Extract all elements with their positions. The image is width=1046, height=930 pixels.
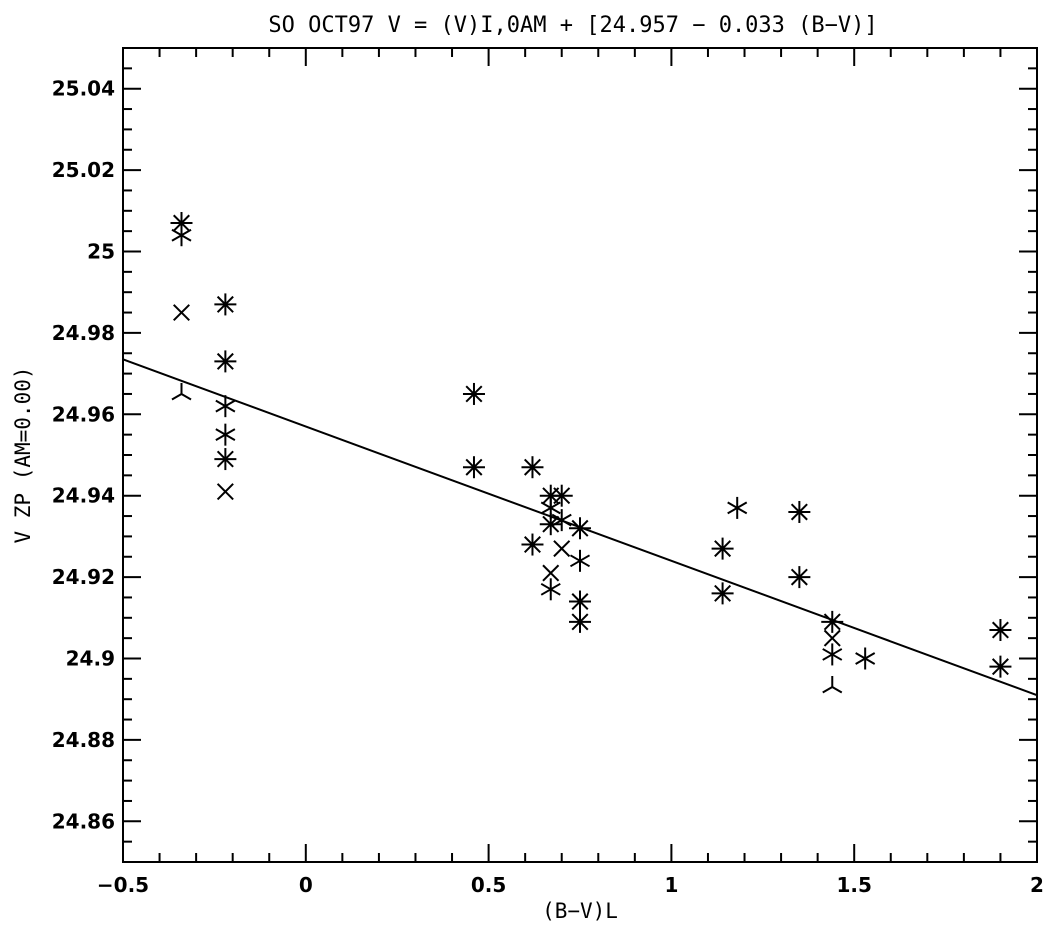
data-point-asterisk8 — [569, 590, 591, 613]
data-point-asterisk6 — [822, 643, 843, 666]
y-tick-label: 24.9 — [66, 647, 115, 671]
data-point-tripod — [171, 382, 192, 401]
y-tick-label: 24.88 — [52, 728, 115, 752]
x-tick-label: 0 — [299, 873, 313, 897]
data-point-asterisk6 — [215, 423, 236, 446]
data-point-asterisk6 — [569, 549, 591, 572]
x-tick-label: 1.5 — [836, 873, 871, 897]
x-tick-label: 2 — [1030, 873, 1044, 897]
data-point-asterisk8 — [788, 566, 811, 589]
data-point-asterisk8 — [569, 610, 591, 633]
data-point-asterisk8 — [989, 619, 1012, 642]
y-tick-label: 24.94 — [52, 484, 115, 508]
data-point-asterisk8 — [214, 293, 237, 316]
data-point-asterisk8 — [711, 582, 734, 605]
data-point-asterisk8 — [821, 610, 844, 633]
data-point-asterisk8 — [462, 382, 485, 405]
data-point-tripod — [822, 675, 843, 694]
data-point-cross — [173, 304, 190, 322]
plot-frame — [122, 47, 1038, 863]
y-tick-label: 24.98 — [52, 321, 115, 345]
data-point-cross — [553, 540, 571, 558]
axis-ticks — [122, 47, 1038, 863]
data-point-asterisk6 — [727, 496, 748, 519]
x-axis-title: (B−V)L — [542, 899, 618, 923]
data-point-cross — [216, 483, 234, 501]
data-points — [170, 212, 1012, 694]
data-point-asterisk6 — [171, 224, 192, 247]
data-point-asterisk6 — [855, 647, 876, 670]
data-point-asterisk8 — [788, 500, 811, 523]
data-point-asterisk8 — [550, 484, 573, 507]
data-point-asterisk6 — [551, 509, 572, 532]
data-point-asterisk8 — [569, 517, 591, 540]
axis-tick-labels: −0.5 0 0.5 1 1.5 2 24.86 24.88 24.9 24.92 24.94 24.… — [52, 77, 1044, 897]
data-point-cross — [542, 564, 560, 582]
x-tick-label: 0.5 — [471, 873, 506, 897]
x-tick-label: 1 — [664, 873, 678, 897]
data-point-asterisk8 — [462, 456, 485, 479]
data-point-asterisk8 — [521, 533, 544, 556]
data-point-asterisk8 — [214, 350, 237, 373]
y-tick-label: 25.02 — [52, 158, 115, 182]
y-tick-label: 24.92 — [52, 565, 115, 589]
data-point-cross — [823, 629, 841, 647]
y-tick-label: 24.96 — [52, 402, 115, 426]
chart-title: SO OCT97 V = (V)I,0AM + [24.957 − 0.033 … — [268, 13, 877, 38]
y-tick-label: 25.04 — [52, 77, 115, 101]
y-tick-label: 25 — [87, 240, 115, 264]
data-point-asterisk8 — [539, 513, 562, 536]
data-point-asterisk6 — [540, 578, 561, 601]
data-point-asterisk8 — [711, 537, 734, 560]
data-point-asterisk8 — [989, 655, 1012, 678]
x-tick-label: −0.5 — [97, 873, 149, 897]
data-point-asterisk6 — [215, 395, 236, 418]
y-axis-title: V ZP (AM=0.00) — [11, 366, 35, 543]
y-tick-label: 24.86 — [52, 809, 115, 833]
data-point-asterisk8 — [521, 456, 544, 479]
data-point-asterisk8 — [214, 448, 237, 471]
